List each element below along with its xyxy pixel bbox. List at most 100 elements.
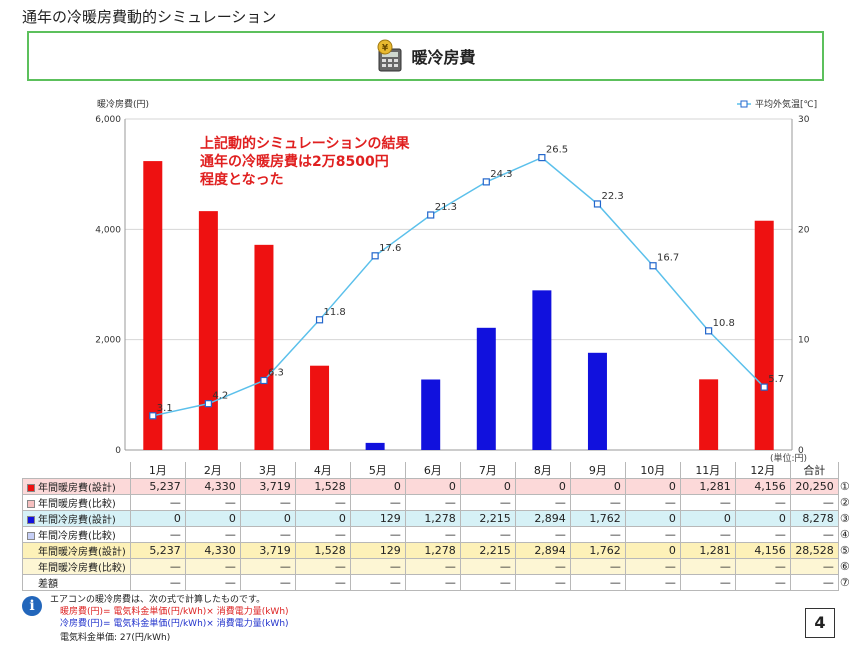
value-cell: — — [129, 558, 186, 575]
column-header: 7月 — [459, 462, 516, 479]
temperature-data-label: 24.3 — [490, 169, 512, 180]
row-label: 年間暖房費(設計) — [22, 478, 131, 495]
bar — [421, 379, 441, 450]
value-cell: 4,330 — [184, 542, 241, 559]
value-cell: — — [679, 526, 736, 543]
value-cell: 1,762 — [569, 542, 626, 559]
value-cell: 0 — [404, 478, 461, 495]
footer-line-3: 冷房費(円)= 電気料金単価(円/kWh)× 消費電力量(kWh) — [60, 619, 289, 629]
value-cell: — — [129, 494, 186, 511]
value-cell: 0 — [129, 510, 186, 527]
value-cell: — — [459, 574, 516, 591]
row-index: ② — [839, 496, 850, 509]
value-cell: 1,278 — [404, 510, 461, 527]
value-cell: — — [184, 526, 241, 543]
bar — [254, 244, 274, 450]
annotation-text: 程度となった — [200, 171, 284, 188]
value-cell: — — [349, 558, 406, 575]
footer-line-4: 電気料金単価: 27(円/kWh) — [60, 633, 171, 643]
table-row: 差額 — — — — — — — — — — — — — ⑦ — [22, 574, 855, 591]
total-cell: 8,278 — [789, 510, 839, 527]
bar — [365, 442, 385, 450]
y-tick-right: 30 — [798, 115, 810, 125]
y-tick-right: 10 — [798, 336, 810, 346]
value-cell: 0 — [734, 510, 791, 527]
chart: 0 2,000 4,000 6,000 0 10 20 30 暖冷房費(円) 平均外気温[℃] 3.… — [95, 98, 817, 456]
row-swatch — [27, 564, 35, 572]
temperature-point — [705, 327, 713, 335]
unit-note: (単位:円) — [770, 454, 808, 464]
value-cell: 2,894 — [514, 542, 571, 559]
temperature-line — [152, 156, 765, 417]
bar — [310, 365, 330, 450]
value-cell: 1,762 — [569, 510, 626, 527]
header-label: 暖冷房費 — [411, 48, 476, 67]
header-box: ¥ 暖冷房費 — [27, 31, 824, 81]
value-cell: 1,528 — [294, 542, 351, 559]
table-row: 年間暖房費(比較) — — — — — — — — — — — — — ② — [22, 494, 855, 511]
value-cell: — — [239, 494, 296, 511]
row-label: 年間暖冷房費(比較) — [22, 558, 131, 575]
row-swatch — [27, 500, 35, 508]
bar — [699, 379, 719, 450]
row-swatch — [27, 580, 35, 588]
value-cell: 3,719 — [239, 542, 296, 559]
legend-label: 平均外気温[℃] — [755, 98, 817, 110]
value-cell: — — [349, 574, 406, 591]
column-header: 12月 — [734, 462, 791, 479]
column-header: 3月 — [239, 462, 296, 479]
temperature-data-label: 16.7 — [657, 253, 679, 264]
value-cell: 0 — [514, 478, 571, 495]
info-icon: i — [22, 596, 42, 616]
value-cell: — — [679, 558, 736, 575]
bar — [143, 161, 163, 450]
value-cell: — — [569, 574, 626, 591]
value-cell: 1,278 — [404, 542, 461, 559]
value-cell: — — [184, 558, 241, 575]
value-cell: — — [294, 558, 351, 575]
value-cell: — — [459, 494, 516, 511]
row-swatch — [27, 532, 35, 540]
column-header: 5月 — [349, 462, 406, 479]
temperature-data-label: 10.8 — [713, 318, 735, 329]
value-cell: — — [624, 574, 681, 591]
value-cell: 1,528 — [294, 478, 351, 495]
column-header: 6月 — [404, 462, 461, 479]
row-index: ⑦ — [839, 576, 850, 589]
footer-line-2: 暖房費(円)= 電気料金単価(円/kWh)× 消費電力量(kWh) — [60, 607, 289, 617]
column-header: 合計 — [789, 462, 839, 479]
y-tick-left: 4,000 — [95, 225, 121, 235]
column-header: 8月 — [514, 462, 571, 479]
temperature-data-label: 26.5 — [546, 145, 568, 156]
value-cell: 0 — [349, 478, 406, 495]
y-axis-left-label: 暖冷房費(円) — [97, 98, 149, 110]
row-swatch — [27, 548, 35, 556]
value-cell: 4,156 — [734, 542, 791, 559]
temperature-point — [427, 211, 435, 219]
row-label: 年間冷房費(比較) — [22, 526, 131, 543]
row-label: 年間暖房費(比較) — [22, 494, 131, 511]
temperature-data-label: 22.3 — [601, 191, 623, 202]
temperature-point — [649, 262, 657, 270]
value-cell: — — [459, 526, 516, 543]
total-cell: — — [789, 558, 839, 575]
svg-text:¥: ¥ — [382, 44, 389, 54]
value-cell: 0 — [184, 510, 241, 527]
y-tick-left: 2,000 — [95, 336, 121, 346]
temperature-data-label: 5.7 — [768, 374, 784, 385]
value-cell: — — [294, 526, 351, 543]
annotation-text: 上記動的シミュレーションの結果 — [200, 135, 410, 152]
page-number: 4 — [805, 608, 835, 638]
value-cell: — — [569, 558, 626, 575]
value-cell: — — [239, 574, 296, 591]
bar — [198, 211, 218, 450]
table-row: 年間暖冷房費(比較) — — — — — — — — — — — — — ⑥ — [22, 558, 855, 575]
table-row: 年間暖冷房費(設計) 5,237 4,330 3,719 1,528 129 1,278 2,… — [22, 542, 855, 559]
value-cell: — — [679, 574, 736, 591]
value-cell: — — [184, 574, 241, 591]
value-cell: — — [129, 574, 186, 591]
total-cell: — — [789, 494, 839, 511]
column-header: 10月 — [624, 462, 681, 479]
column-header: 11月 — [679, 462, 736, 479]
table-header-row: 1月 2月 3月 4月 5月 6月 7月 8月 9月 10月 11月 12月 合計 — [23, 462, 855, 479]
